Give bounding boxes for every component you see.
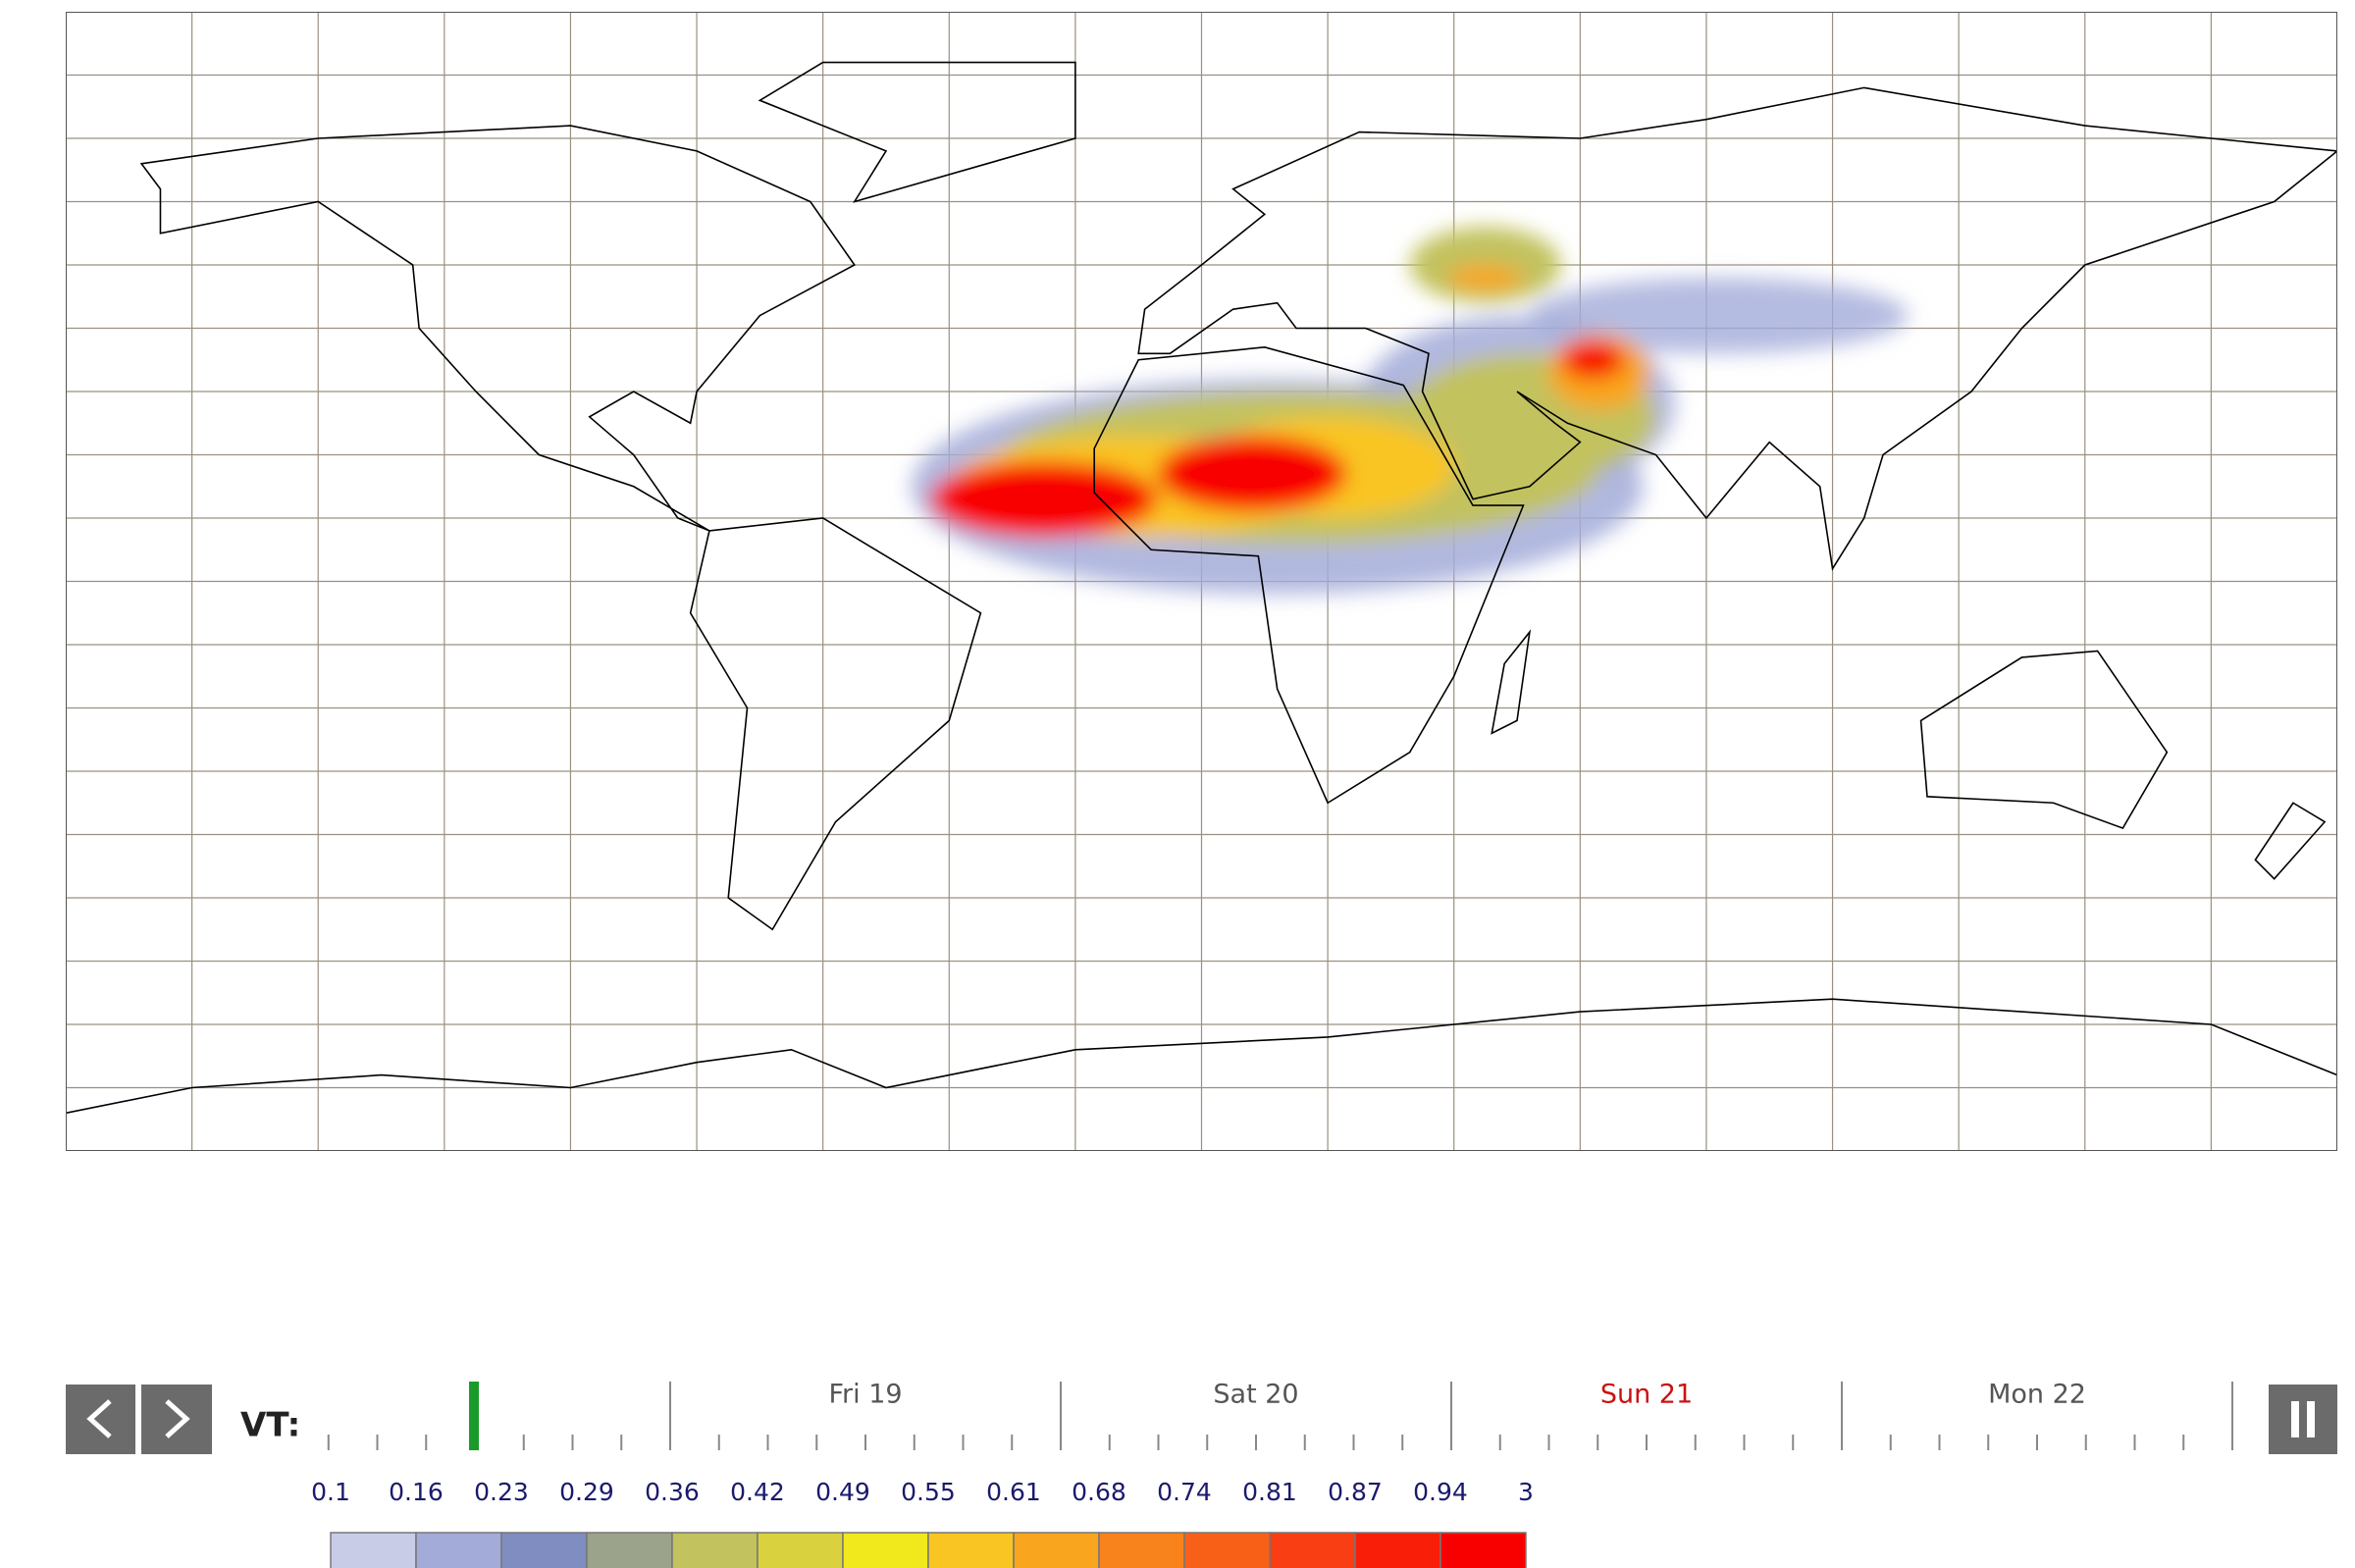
legend-swatch <box>415 1532 502 1568</box>
timeline[interactable]: Fri 19 Sat 20 Sun 21 Mon 22 <box>327 1380 2233 1451</box>
legend-tick-label: 0.68 <box>1072 1478 1126 1506</box>
day-label: Sat 20 <box>1213 1380 1298 1410</box>
day-label: Fri 19 <box>828 1380 902 1410</box>
legend-tick-label: 0.61 <box>986 1478 1041 1506</box>
legend-swatch <box>757 1532 844 1568</box>
coastlines <box>66 63 2337 1114</box>
legend-tick-label: 0.23 <box>474 1478 529 1506</box>
legend-tick-label: 0.42 <box>730 1478 785 1506</box>
legend-tick-label: 0.1 <box>311 1478 350 1506</box>
legend-tick-label: 0.49 <box>815 1478 870 1506</box>
legend-swatch <box>330 1532 417 1568</box>
day-label: Mon 22 <box>1988 1380 2086 1410</box>
dust-field <box>911 227 1909 595</box>
prev-button[interactable] <box>66 1385 135 1454</box>
legend-tick-label: 0.94 <box>1413 1478 1468 1506</box>
legend-swatch <box>842 1532 929 1568</box>
legend-swatch <box>1439 1532 1527 1568</box>
legend-tick-label: 0.74 <box>1157 1478 1212 1506</box>
pause-button[interactable] <box>2269 1385 2337 1454</box>
legend: 0.1 0.16 0.23 0.29 0.36 0.42 0.49 0.55 0.61 0.68 0… <box>311 1478 1534 1568</box>
legend-tick-label: 0.87 <box>1328 1478 1383 1506</box>
vt-label: VT: <box>240 1406 300 1445</box>
legend-swatch <box>1354 1532 1441 1568</box>
map <box>66 12 2337 1151</box>
next-button[interactable] <box>141 1385 212 1454</box>
legend-tick-label: 0.55 <box>901 1478 956 1506</box>
legend-tick-label: 0.36 <box>645 1478 700 1506</box>
legend-swatch <box>1269 1532 1356 1568</box>
legend-swatch <box>586 1532 673 1568</box>
legend-swatch <box>671 1532 759 1568</box>
legend-swatch <box>1183 1532 1271 1568</box>
current-time-marker <box>469 1382 479 1450</box>
legend-tick-label: 0.16 <box>389 1478 444 1506</box>
legend-swatch <box>500 1532 588 1568</box>
legend-tick-label: 0.81 <box>1242 1478 1297 1506</box>
legend-tick-label: 0.29 <box>559 1478 614 1506</box>
legend-swatch <box>1013 1532 1100 1568</box>
legend-tick-label: 3 <box>1518 1478 1534 1506</box>
controls: VT: Fri 19 Sat 20 Sun 21 Mon 22 0.1 0.16 0.23… <box>66 1380 2337 1568</box>
legend-swatch <box>927 1532 1015 1568</box>
day-label: Sun 21 <box>1600 1380 1693 1410</box>
legend-swatch <box>1098 1532 1185 1568</box>
